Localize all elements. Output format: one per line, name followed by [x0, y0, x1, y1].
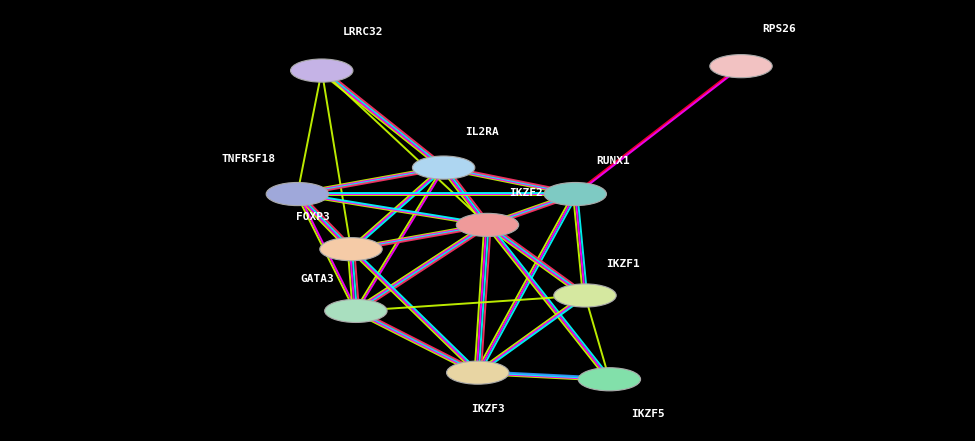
Text: IKZF5: IKZF5: [631, 409, 665, 419]
Text: IL2RA: IL2RA: [465, 127, 499, 137]
Text: TNFRSF18: TNFRSF18: [222, 154, 276, 164]
Ellipse shape: [544, 183, 606, 206]
Ellipse shape: [578, 368, 641, 391]
Ellipse shape: [554, 284, 616, 307]
Text: RUNX1: RUNX1: [597, 156, 631, 166]
Text: LRRC32: LRRC32: [343, 27, 384, 37]
Ellipse shape: [320, 238, 382, 261]
Text: FOXP3: FOXP3: [295, 212, 330, 222]
Ellipse shape: [325, 299, 387, 322]
Text: GATA3: GATA3: [300, 274, 334, 284]
Ellipse shape: [710, 55, 772, 78]
Text: IKZF3: IKZF3: [471, 404, 504, 415]
Ellipse shape: [456, 213, 519, 236]
Ellipse shape: [447, 361, 509, 384]
Text: RPS26: RPS26: [762, 24, 797, 34]
Ellipse shape: [266, 183, 329, 206]
Text: IKZF2: IKZF2: [509, 187, 543, 198]
Text: IKZF1: IKZF1: [606, 259, 641, 269]
Ellipse shape: [412, 156, 475, 179]
Ellipse shape: [291, 59, 353, 82]
